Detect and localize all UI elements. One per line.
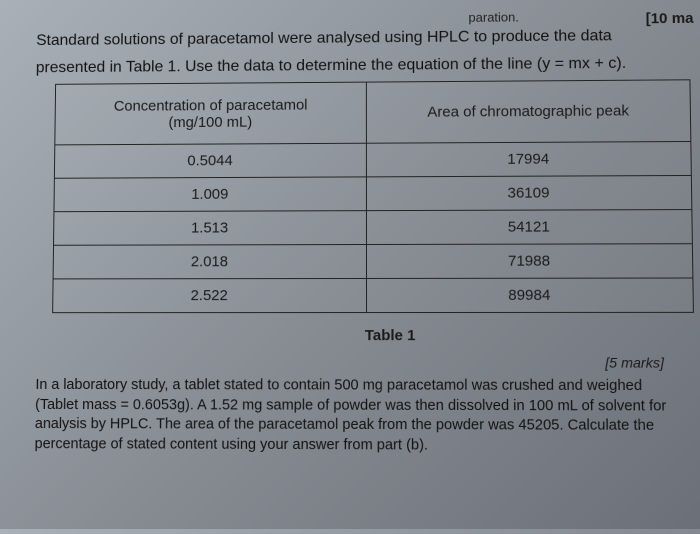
cell-conc: 1.009 [54, 177, 367, 212]
col1-header-a: Concentration of paracetamol [65, 96, 356, 115]
marks-top: [10 ma [646, 10, 694, 27]
col1-header-b: (mg/100 mL) [65, 113, 356, 131]
col1-header: Concentration of paracetamol (mg/100 mL) [55, 82, 367, 145]
cell-area: 17994 [367, 142, 691, 177]
marks-bottom: [5 marks] [32, 354, 695, 371]
cell-conc: 2.522 [53, 279, 367, 313]
table-row: 2.522 89984 [53, 278, 694, 313]
table-row: 0.5044 17994 [54, 142, 691, 179]
cell-conc: 1.513 [54, 211, 367, 246]
col2-header: Area of chromatographic peak [367, 80, 691, 143]
cell-area: 71988 [367, 244, 693, 279]
table-caption: Table 1 [71, 327, 700, 344]
intro-line-2: presented in Table 1. Use the data to de… [36, 52, 691, 78]
cell-conc: 2.018 [53, 245, 367, 279]
footer-paragraph: In a laboratory study, a tablet stated t… [31, 376, 697, 457]
cell-area: 54121 [367, 210, 692, 245]
table-row: 2.018 71988 [53, 244, 693, 279]
data-table: Concentration of paracetamol (mg/100 mL)… [52, 79, 694, 313]
cell-area: 36109 [367, 176, 692, 211]
cell-conc: 0.5044 [54, 143, 367, 178]
intro-line-1: Standard solutions of paracetamol were a… [36, 25, 690, 52]
table-row: 1.513 54121 [54, 210, 693, 246]
table-row: 1.009 36109 [54, 176, 692, 212]
cell-area: 89984 [367, 278, 693, 313]
